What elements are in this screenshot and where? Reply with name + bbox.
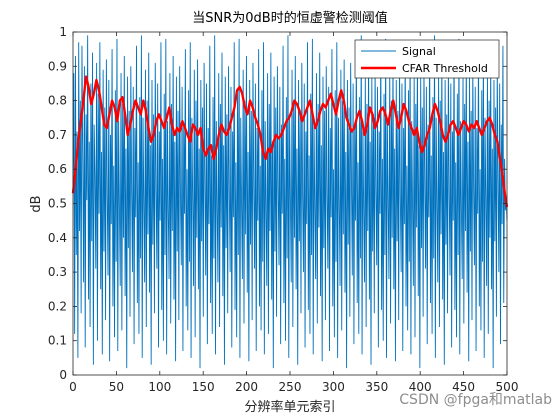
x-tick-label: 500 — [496, 380, 519, 394]
legend-signal-label: Signal — [402, 45, 436, 58]
y-tick-label: 0.8 — [48, 94, 67, 108]
legend: Signal CFAR Threshold — [354, 39, 500, 79]
x-axis-label: 分辨率单元索引 — [244, 399, 335, 415]
x-tick-label: 0 — [69, 380, 77, 394]
chart-title: 当SNR为0dB时的恒虚警检测阈值 — [192, 10, 387, 26]
plot-area: 0 50 100 150 200 250 300 350 400 450 500 0 0.1 0.2 0.… — [48, 25, 519, 394]
cfar-threshold-line — [71, 75, 509, 208]
x-tick-label: 300 — [322, 380, 345, 394]
y-tick-label: 1 — [59, 25, 67, 39]
y-axis-label: dB — [29, 195, 44, 212]
y-axis-ticks: 0 0.1 0.2 0.3 0.4 0.5 0.6 0.7 0.8 0.9 1 — [48, 25, 507, 382]
y-tick-label: 0.6 — [48, 162, 67, 176]
y-tick-label: 0.3 — [48, 265, 67, 279]
y-tick-label: 0.2 — [48, 299, 67, 313]
y-tick-label: 0.7 — [48, 128, 67, 142]
x-tick-label: 450 — [452, 380, 475, 394]
x-tick-label: 100 — [148, 380, 171, 394]
y-tick-label: 0.4 — [48, 231, 67, 245]
x-tick-label: 50 — [109, 380, 124, 394]
x-tick-label: 200 — [235, 380, 258, 394]
cfar-threshold-series-layer — [71, 75, 509, 208]
y-tick-label: 0.9 — [48, 59, 67, 73]
y-tick-label: 0 — [59, 368, 67, 382]
legend-cfar-label: CFAR Threshold — [402, 62, 488, 75]
x-tick-label: 400 — [409, 380, 432, 394]
x-tick-label: 350 — [365, 380, 388, 394]
watermark: CSDN @fpga和matlab — [399, 392, 552, 408]
x-tick-label: 250 — [279, 380, 302, 394]
x-tick-label: 150 — [192, 380, 215, 394]
y-tick-label: 0.1 — [48, 334, 67, 348]
x-axis-ticks: 0 50 100 150 200 250 300 350 400 450 500 — [69, 32, 518, 394]
y-tick-label: 0.5 — [48, 197, 67, 211]
legend-box — [354, 39, 500, 79]
